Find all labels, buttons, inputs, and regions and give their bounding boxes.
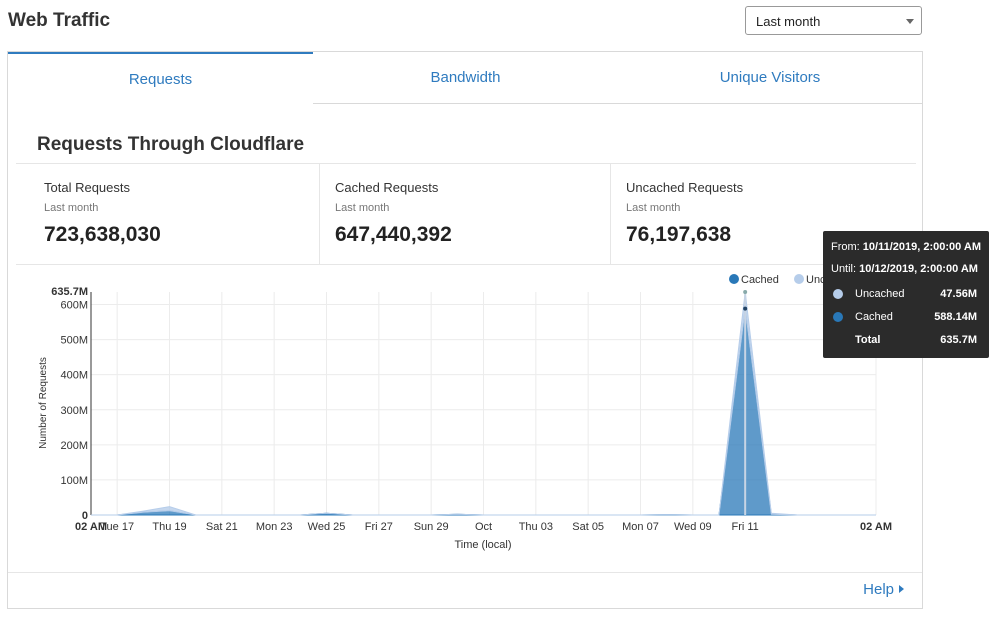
y-tick-label: 100M bbox=[60, 475, 88, 487]
legend-swatch-uncached bbox=[794, 274, 804, 284]
y-tick-label: 300M bbox=[60, 405, 88, 417]
x-tick-label: Oct bbox=[475, 521, 492, 533]
x-tick-label: Wed 25 bbox=[308, 521, 346, 533]
x-axis-title: Time (local) bbox=[454, 539, 511, 551]
x-tick-label: Sat 21 bbox=[206, 521, 238, 533]
y-tick-label: 500M bbox=[60, 335, 88, 347]
tooltip-until-label: Until: bbox=[831, 263, 857, 275]
y-tick-label: 600M bbox=[60, 300, 88, 312]
legend-label-cached: Cached bbox=[741, 274, 779, 286]
x-tick-label: Mon 23 bbox=[256, 521, 293, 533]
stat-value: 647,440,392 bbox=[335, 223, 452, 246]
x-tick-label: Sun 29 bbox=[414, 521, 449, 533]
divider bbox=[16, 163, 916, 164]
tooltip-row-value: 588.14M bbox=[934, 311, 977, 323]
tab-unique-visitors[interactable]: Unique Visitors bbox=[618, 52, 923, 104]
tab-label: Requests bbox=[128, 70, 193, 88]
date-range-select-value: Last month bbox=[756, 14, 821, 29]
divider bbox=[16, 264, 916, 265]
divider bbox=[8, 572, 922, 573]
chevron-right-icon bbox=[899, 585, 904, 593]
stat-value: 723,638,030 bbox=[44, 223, 161, 246]
y-tick-label: 200M bbox=[60, 440, 88, 452]
hover-point-cached bbox=[743, 306, 748, 311]
x-tick-label: 02 AM bbox=[860, 521, 892, 533]
hover-point-uncached bbox=[743, 290, 748, 294]
uncached-swatch bbox=[833, 289, 843, 299]
x-tick-label: Thu 19 bbox=[152, 521, 186, 533]
stat-label: Uncached Requests bbox=[626, 180, 744, 195]
tooltip-from-value: 10/11/2019, 2:00:00 AM bbox=[862, 241, 982, 253]
tab-label: Unique Visitors bbox=[719, 69, 821, 86]
help-label: Help bbox=[863, 581, 894, 598]
y-axis-title: Number of Requests bbox=[38, 357, 49, 449]
y-tick-label: 0 bbox=[82, 510, 88, 522]
stat-period: Last month bbox=[335, 202, 390, 214]
cached-swatch bbox=[833, 312, 843, 322]
legend-swatch-cached bbox=[729, 274, 739, 284]
stat-uncached-requests: Uncached Requests Last month 76,197,638 bbox=[611, 163, 916, 264]
tooltip-from-label: From: bbox=[831, 241, 860, 253]
tooltip-row-name: Uncached bbox=[855, 288, 905, 300]
x-tick-label: Fri 27 bbox=[365, 521, 393, 533]
tooltip-row-value: 47.56M bbox=[940, 288, 977, 300]
uncached-series-area bbox=[91, 291, 876, 516]
x-tick-label: 02 AM bbox=[75, 521, 107, 533]
stat-cached-requests: Cached Requests Last month 647,440,392 bbox=[320, 163, 611, 264]
tab-label: Bandwidth bbox=[430, 69, 501, 86]
x-tick-label: Sat 05 bbox=[572, 521, 604, 533]
x-tick-label: Wed 09 bbox=[674, 521, 712, 533]
x-tick-label: Thu 03 bbox=[519, 521, 553, 533]
stat-period: Last month bbox=[44, 202, 99, 214]
section-title: Requests Through Cloudflare bbox=[37, 134, 305, 155]
tab-requests[interactable]: Requests bbox=[8, 52, 314, 104]
tooltip-from: From: 10/11/2019, 2:00:00 AM bbox=[831, 241, 981, 253]
stat-value: 76,197,638 bbox=[626, 223, 732, 246]
stat-label: Total Requests bbox=[44, 180, 130, 195]
tooltip-row-name: Cached bbox=[855, 311, 893, 323]
traffic-card: Requests Bandwidth Unique Visitors Reque… bbox=[7, 51, 923, 609]
chart-tooltip: From: 10/11/2019, 2:00:00 AM Until: 10/1… bbox=[823, 231, 989, 358]
tooltip-row-name: Total bbox=[855, 334, 881, 346]
tab-bar: Requests Bandwidth Unique Visitors bbox=[8, 52, 923, 104]
page-title: Web Traffic bbox=[8, 10, 111, 31]
stat-label: Cached Requests bbox=[335, 180, 439, 195]
tooltip-row-value: 635.7M bbox=[940, 334, 977, 346]
y-max-label: 635.7M bbox=[51, 286, 88, 298]
tooltip-until-value: 10/12/2019, 2:00:00 AM bbox=[859, 263, 978, 275]
chevron-down-icon bbox=[906, 19, 914, 24]
stat-total-requests: Total Requests Last month 723,638,030 bbox=[16, 163, 320, 264]
y-tick-label: 400M bbox=[60, 370, 88, 382]
date-range-select[interactable]: Last month bbox=[745, 6, 922, 35]
tab-bandwidth[interactable]: Bandwidth bbox=[313, 52, 619, 104]
stat-period: Last month bbox=[626, 202, 681, 214]
x-tick-label: Mon 07 bbox=[622, 521, 659, 533]
help-link[interactable]: Help bbox=[863, 581, 904, 598]
x-tick-label: Tue 17 bbox=[100, 521, 134, 533]
tooltip-until: Until: 10/12/2019, 2:00:00 AM bbox=[831, 263, 978, 275]
x-tick-label: Fri 11 bbox=[732, 521, 759, 533]
